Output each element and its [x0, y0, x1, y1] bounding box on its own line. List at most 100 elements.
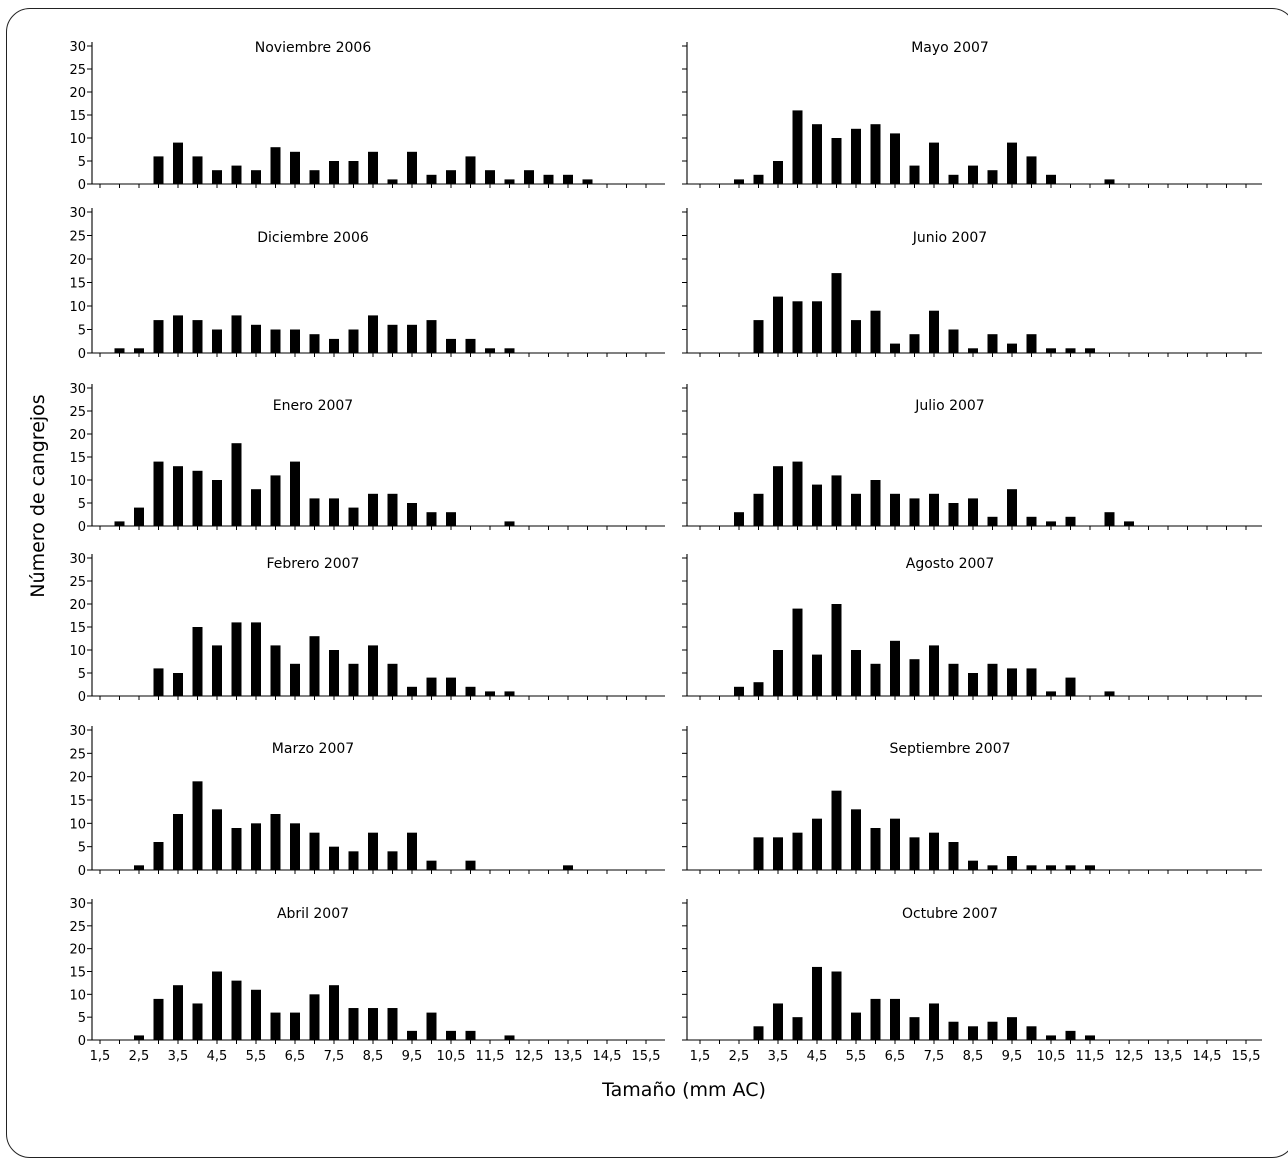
- bar: [251, 324, 261, 353]
- bar: [792, 301, 803, 353]
- bar: [890, 493, 900, 526]
- bar: [173, 985, 183, 1040]
- bar: [987, 170, 998, 184]
- bar: [251, 823, 261, 870]
- bar: [563, 174, 573, 184]
- bar: [173, 466, 183, 526]
- bar: [792, 461, 803, 526]
- panel-title: Abril 2007: [277, 906, 349, 922]
- bar: [1046, 521, 1056, 526]
- y-tick-label: 0: [78, 520, 86, 535]
- x-tick-label: 5,5: [846, 1049, 867, 1064]
- bar: [192, 320, 203, 353]
- panel-12: Octubre 2007 1,5 2,5 3,5 4,5 5,5 6,5 7,5 8,5 9,5 1…: [682, 899, 1262, 1064]
- panel-10: Septiembre 2007: [682, 726, 1262, 874]
- bar: [173, 814, 183, 870]
- bar: [773, 466, 783, 526]
- y-tick-label: 20: [69, 253, 86, 268]
- bar: [909, 1017, 920, 1040]
- bar: [153, 842, 164, 870]
- bar: [987, 663, 998, 696]
- y-tick-label: 15: [69, 621, 86, 636]
- bar: [504, 348, 515, 353]
- bar: [485, 691, 495, 696]
- bar: [851, 1012, 861, 1040]
- bar: [290, 663, 300, 696]
- bar: [192, 156, 203, 184]
- bar: [734, 512, 744, 526]
- bar: [231, 980, 242, 1040]
- bar: [368, 493, 378, 526]
- bar: [504, 521, 515, 526]
- bar: [1085, 348, 1095, 353]
- bar: [968, 348, 978, 353]
- x-tick-label: 12,5: [515, 1049, 544, 1064]
- bar: [1007, 142, 1017, 184]
- bar: [153, 156, 164, 184]
- bar: [446, 1030, 456, 1040]
- bar: [870, 828, 881, 870]
- bar: [792, 1017, 803, 1040]
- bar: [387, 179, 398, 184]
- figure-frame: [6, 8, 1288, 1158]
- bar: [485, 348, 495, 353]
- y-tick-label: 0: [78, 690, 86, 705]
- bar: [348, 851, 359, 870]
- bar: [773, 161, 783, 184]
- bar: [870, 480, 881, 526]
- bar: [134, 348, 144, 353]
- bar: [773, 837, 783, 870]
- bar: [831, 971, 842, 1040]
- bar: [290, 329, 300, 353]
- x-axis-label: Tamaño (mm AC): [601, 1079, 766, 1101]
- bar: [870, 124, 881, 184]
- y-tick-label: 15: [69, 277, 86, 292]
- bar: [753, 174, 764, 184]
- bar: [329, 161, 339, 184]
- bar: [890, 133, 900, 184]
- bar: [1026, 668, 1037, 696]
- bar: [368, 151, 378, 184]
- bar: [929, 493, 939, 526]
- bar: [890, 343, 900, 353]
- bar: [870, 663, 881, 696]
- bar: [504, 691, 515, 696]
- bar: [212, 329, 222, 353]
- bar: [173, 673, 183, 696]
- x-tick-label: 4,5: [207, 1049, 228, 1064]
- bar: [192, 470, 203, 526]
- bar: [792, 110, 803, 184]
- bar: [1007, 489, 1017, 526]
- bar: [1065, 348, 1076, 353]
- bar: [968, 860, 978, 870]
- bar: [1026, 1026, 1037, 1040]
- x-tick-label: 11,5: [476, 1049, 505, 1064]
- bar: [1026, 156, 1037, 184]
- bar: [251, 989, 261, 1040]
- bar: [426, 174, 437, 184]
- y-tick-label: 15: [69, 794, 86, 809]
- bar: [465, 156, 476, 184]
- bar: [948, 174, 959, 184]
- bar: [290, 461, 300, 526]
- bar: [812, 124, 822, 184]
- bar: [831, 138, 842, 184]
- bar: [426, 320, 437, 353]
- y-tick-label: 25: [69, 230, 86, 245]
- y-tick-label: 10: [69, 817, 86, 832]
- bar: [1085, 1035, 1095, 1040]
- bar: [582, 179, 593, 184]
- bar: [1026, 334, 1037, 353]
- bar: [270, 814, 281, 870]
- bar: [134, 865, 144, 870]
- bar: [753, 320, 764, 353]
- bar: [870, 998, 881, 1040]
- x-tick-label: 8,5: [963, 1049, 984, 1064]
- bar: [329, 650, 339, 696]
- bar: [309, 636, 320, 696]
- bar: [1046, 691, 1056, 696]
- bar: [485, 170, 495, 184]
- bar: [812, 654, 822, 696]
- x-tick-label: 15,5: [632, 1049, 661, 1064]
- bar: [831, 604, 842, 696]
